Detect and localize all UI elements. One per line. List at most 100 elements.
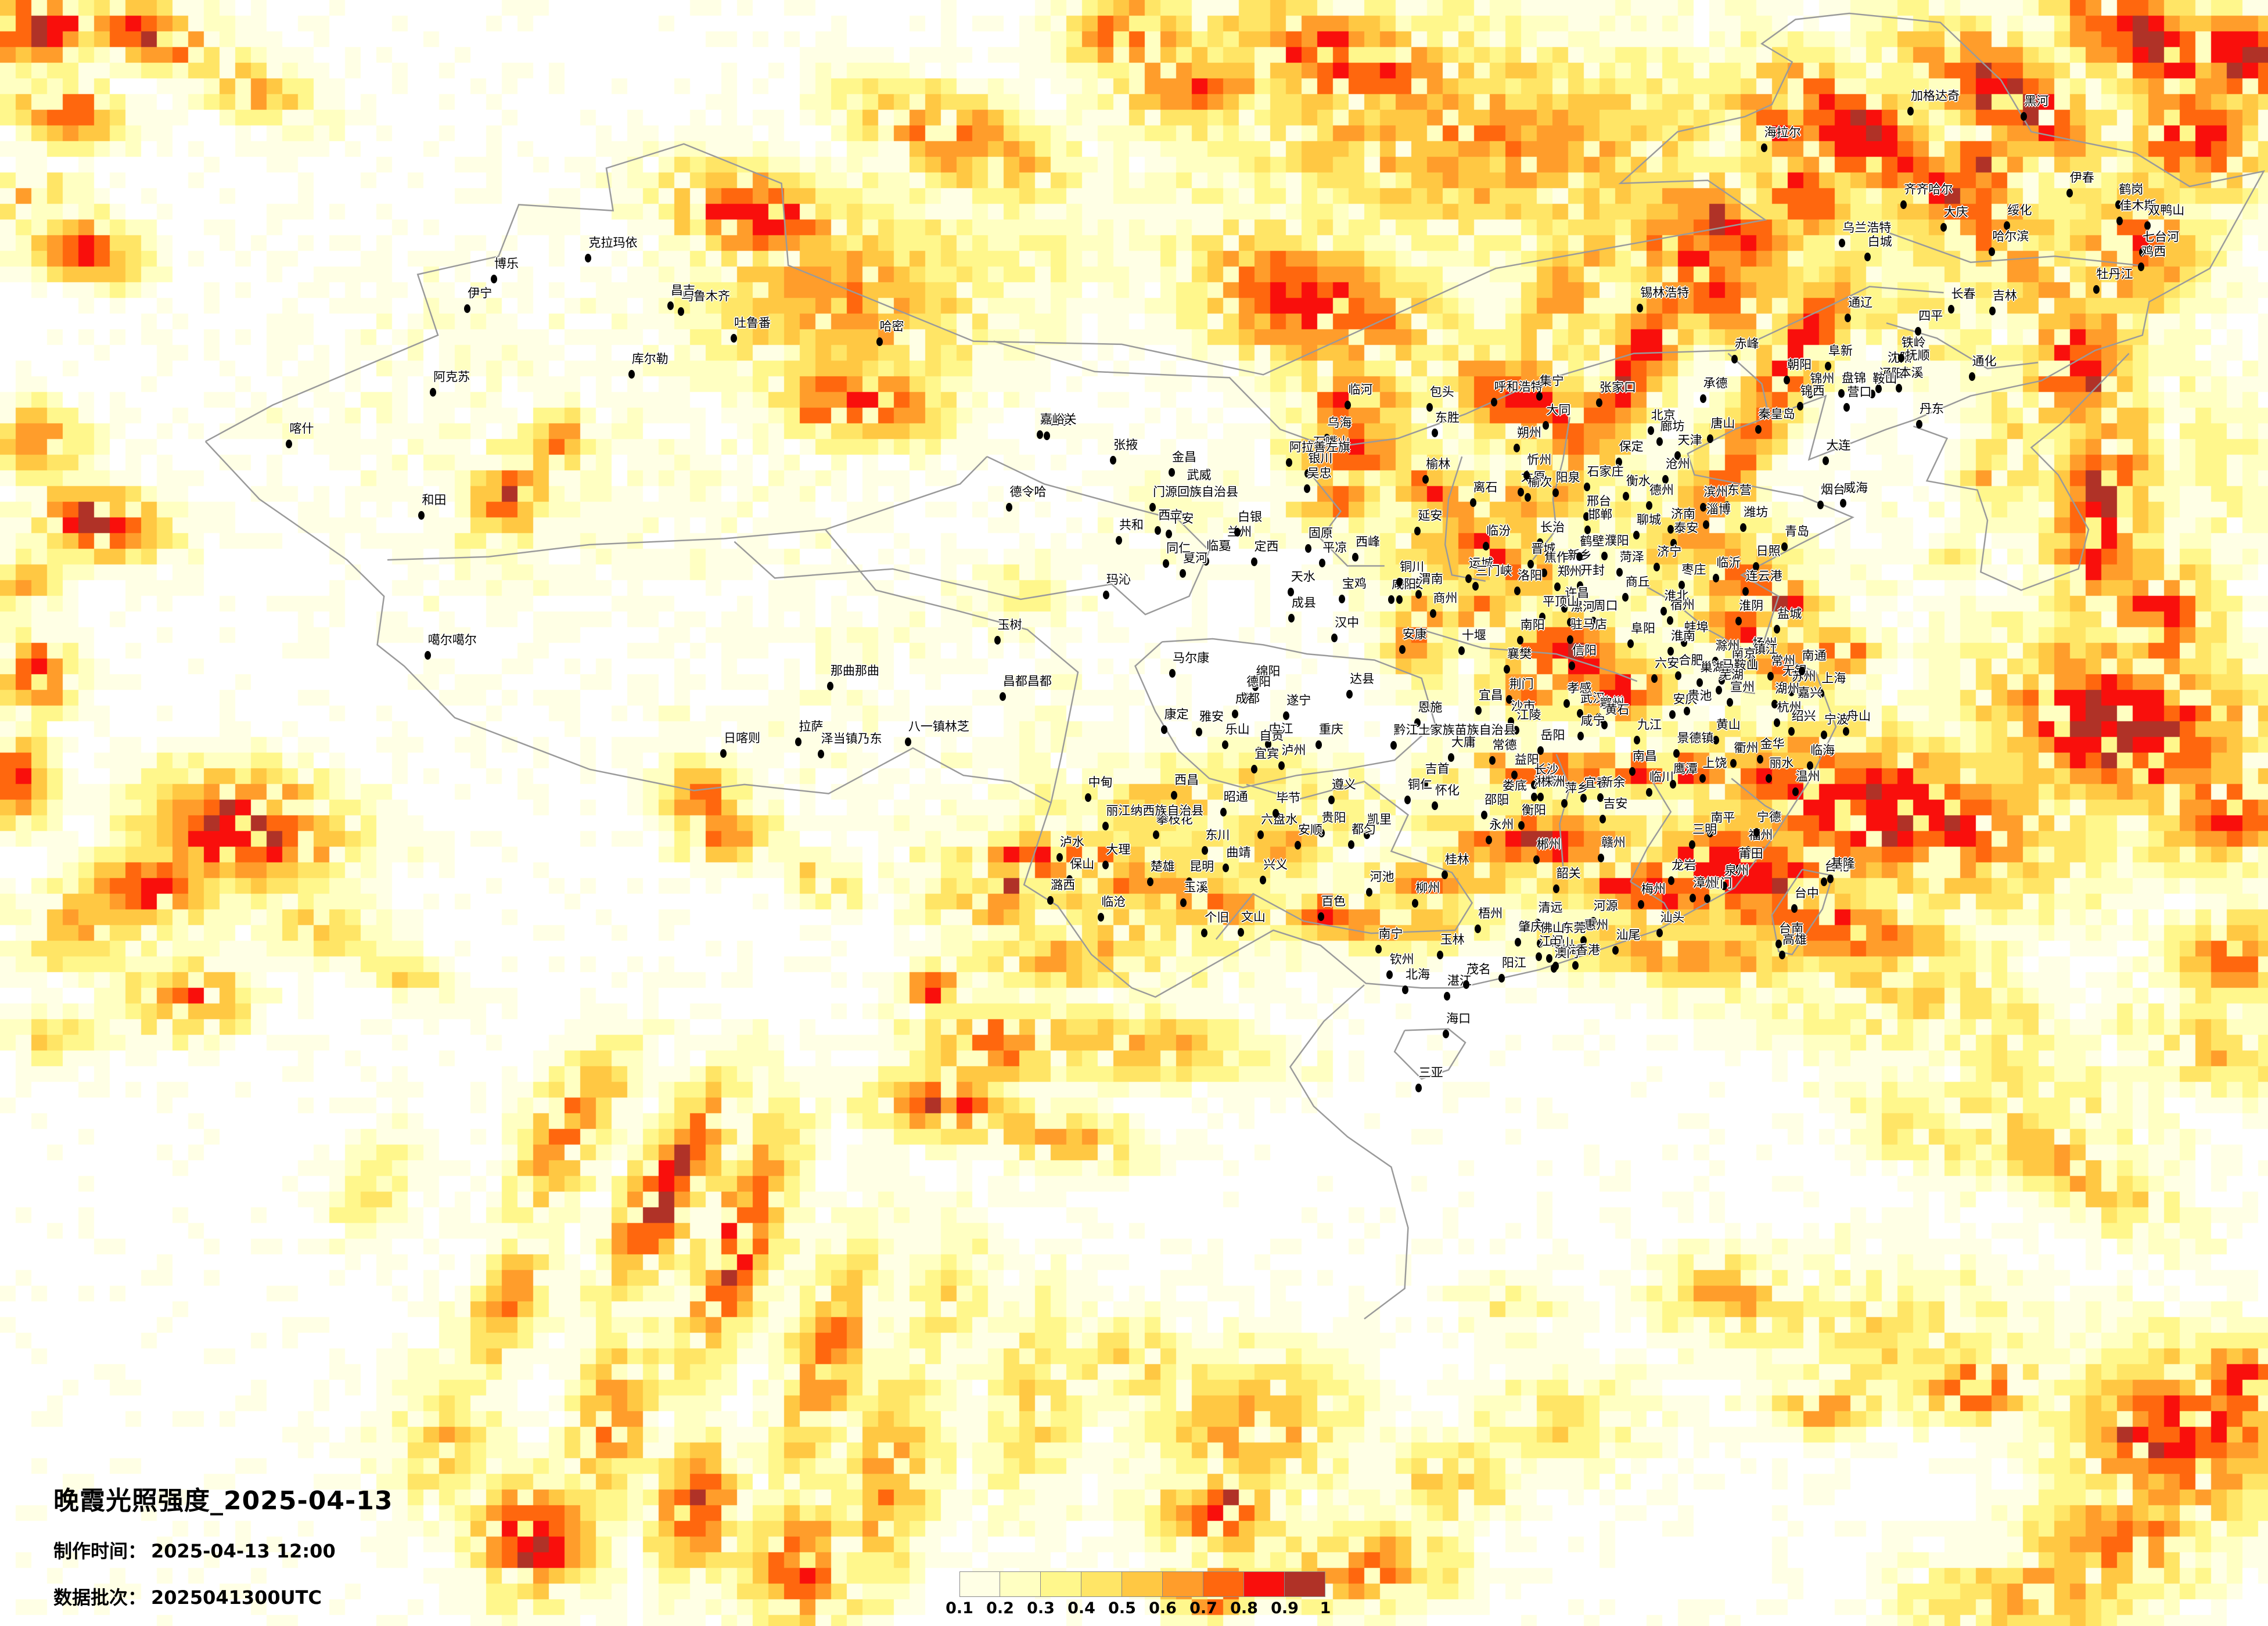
city-label: 茂名 <box>1466 962 1491 976</box>
city-dot-icon <box>826 682 833 691</box>
city-dot-icon <box>1472 582 1479 591</box>
city-dot-icon <box>1511 771 1518 780</box>
legend-tick-label: 1 <box>1320 1599 1331 1617</box>
city-label: 荆门 <box>1509 677 1534 692</box>
legend-swatch-row <box>959 1571 1325 1597</box>
city-dot-icon <box>1223 864 1230 873</box>
city-dot-icon <box>1102 821 1109 830</box>
city-label: 丽水 <box>1769 756 1794 770</box>
city-label: 鹤岗 <box>2119 182 2144 196</box>
city-label: 高雄 <box>1782 933 1807 947</box>
city-label: 离石 <box>1473 480 1498 495</box>
city-dot-icon <box>418 510 425 520</box>
city-dot-icon <box>1536 391 1543 401</box>
city-label: 安康 <box>1402 627 1427 642</box>
city-dot-icon <box>1827 875 1834 884</box>
city-label: 济宁 <box>1657 544 1682 559</box>
city-label: 加格达奇 <box>1910 89 1960 103</box>
border-line <box>1393 1028 1467 1080</box>
city-label: 上饶 <box>1702 756 1727 770</box>
city-label: 龙岩 <box>1672 858 1696 872</box>
city-dot-icon <box>1791 904 1798 913</box>
city-label: 黑河 <box>2024 93 2049 108</box>
city-label: 汕头 <box>1660 911 1685 925</box>
city-label: 河池 <box>1370 869 1394 884</box>
city-dot-icon <box>1489 756 1496 765</box>
city-dot-icon <box>1066 875 1073 884</box>
city-dot-icon <box>1634 735 1640 744</box>
city-dot-icon <box>1036 430 1043 439</box>
city-dot-icon <box>1533 855 1540 864</box>
city-dot-icon <box>2138 262 2145 271</box>
legend-tick-label: 0.3 <box>1027 1599 1055 1617</box>
city-dot-icon <box>1160 725 1167 734</box>
city-dot-icon <box>1462 980 1469 989</box>
city-dot-icon <box>1656 437 1663 446</box>
city-label: 东川 <box>1205 828 1230 842</box>
city-dot-icon <box>1375 944 1382 954</box>
city-label: 达县 <box>1350 672 1375 686</box>
border-line <box>734 456 1210 616</box>
city-dot-icon <box>1171 790 1178 800</box>
city-dot-icon <box>1260 876 1267 885</box>
city-dot-icon <box>1486 835 1493 844</box>
legend-tick-label: 0.2 <box>986 1599 1014 1617</box>
city-label: 四平 <box>1918 309 1943 323</box>
city-dot-icon <box>1475 706 1482 715</box>
city-label: 东胜 <box>1435 411 1460 425</box>
city-label: 邵阳 <box>1485 792 1509 807</box>
city-label: 朔州 <box>1516 425 1541 440</box>
city-label: 银川 <box>1308 451 1333 465</box>
city-dot-icon <box>1656 929 1663 938</box>
city-label: 鄂州 <box>1600 697 1624 711</box>
city-label: 台南 <box>1779 922 1804 936</box>
city-label: 江门 <box>1539 934 1563 948</box>
city-dot-icon <box>1558 938 1565 948</box>
city-label: 青岛 <box>1785 524 1810 539</box>
city-dot-icon <box>1727 698 1734 707</box>
city-label: 海拉尔 <box>1764 125 1801 139</box>
city-label: 唐山 <box>1710 416 1735 431</box>
city-dot-icon <box>1317 912 1324 921</box>
city-dot-icon <box>1689 893 1696 902</box>
city-dot-icon <box>1294 840 1301 850</box>
city-dot-icon <box>1771 700 1778 709</box>
city-label: 合肥 <box>1678 653 1703 668</box>
city-label: 辽阳 <box>1879 366 1904 381</box>
city-label: 乐山 <box>1225 722 1250 737</box>
city-label: 基隆 <box>1830 857 1855 871</box>
city-label: 齐齐哈尔 <box>1904 182 1953 196</box>
city-dot-icon <box>1712 657 1719 666</box>
city-dot-icon <box>1680 638 1687 647</box>
city-label: 九江 <box>1637 717 1662 732</box>
city-label: 巢湖 <box>1700 660 1725 674</box>
city-label: 株洲 <box>1540 775 1565 789</box>
city-dot-icon <box>1596 398 1603 408</box>
city-label: 雅安 <box>1199 709 1224 724</box>
city-label: 济南 <box>1671 506 1695 521</box>
city-dot-icon <box>1583 483 1590 492</box>
city-dot-icon <box>1601 552 1608 561</box>
city-dot-icon <box>1622 593 1629 602</box>
border-line <box>1630 778 1672 882</box>
city-dot-icon <box>1429 609 1436 618</box>
city-dot-icon <box>1740 523 1747 532</box>
city-dot-icon <box>2139 248 2145 257</box>
city-label: 湖州 <box>1775 682 1800 696</box>
city-dot-icon <box>817 750 824 759</box>
city-dot-icon <box>1363 830 1370 840</box>
city-dot-icon <box>1545 954 1552 963</box>
city-dot-icon <box>1288 613 1295 623</box>
city-label: 嘉峪关 <box>1040 412 1077 426</box>
city-dot-icon <box>1699 774 1706 783</box>
city-label: 玉溪 <box>1184 880 1209 894</box>
city-label: 固原 <box>1308 526 1333 540</box>
city-label: 淮阴 <box>1739 599 1764 613</box>
city-label: 乌海 <box>1327 415 1352 430</box>
city-label: 郴州 <box>1536 837 1561 851</box>
city-label: 阜新 <box>1828 344 1853 358</box>
city-dot-icon <box>1864 252 1871 261</box>
city-dot-icon <box>1251 764 1258 774</box>
city-dot-icon <box>1102 591 1109 600</box>
city-label: 日照 <box>1756 544 1781 559</box>
